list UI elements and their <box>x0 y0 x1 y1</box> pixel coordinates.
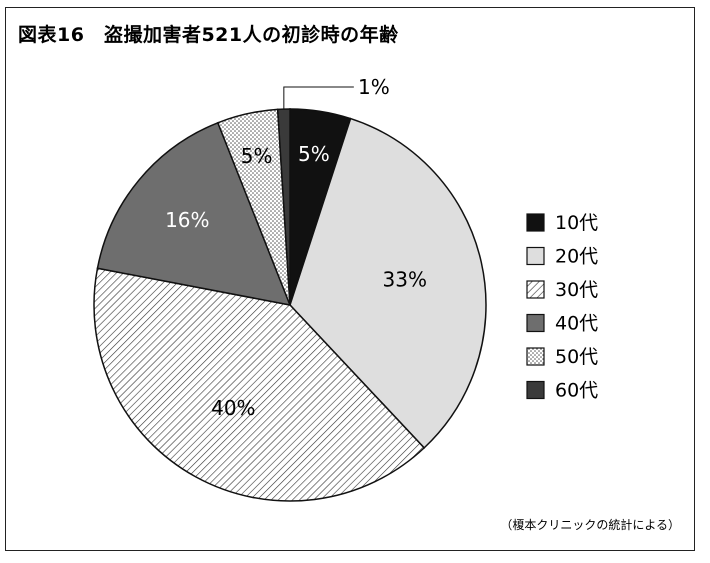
pie-slice-30 <box>93 267 426 502</box>
slice-label-30: 40% <box>211 396 255 420</box>
slice-label-60: 1% <box>358 75 390 99</box>
slice-label-10: 5% <box>298 142 330 166</box>
legend-swatch-30 <box>526 280 545 299</box>
legend-label-50: 50代 <box>555 346 598 368</box>
legend-swatch-40 <box>526 313 545 333</box>
leader-line-60 <box>283 86 354 110</box>
legend-label-30: 30代 <box>555 279 598 301</box>
slice-label-50: 5% <box>241 144 273 168</box>
pie-slice-40 <box>96 121 292 306</box>
chart-title: 図表16 盗撮加害者521人の初診時の年齢 <box>18 24 399 46</box>
slice-label-20: 33% <box>383 267 427 291</box>
pie-slice-60 <box>276 108 291 306</box>
source-note: （榎本クリニックの統計による） <box>500 518 680 532</box>
legend-label-10: 10代 <box>555 212 598 234</box>
legend-label-60: 60代 <box>555 380 598 402</box>
legend-label-20: 20代 <box>555 246 598 268</box>
pie-slice-20 <box>289 117 487 449</box>
legend-label-40: 40代 <box>555 313 598 335</box>
legend-swatch-50 <box>526 347 545 366</box>
slice-label-40: 16% <box>165 208 209 232</box>
legend-swatch-10 <box>526 213 545 232</box>
legend-swatch-60 <box>526 380 545 400</box>
legend-swatch-20 <box>526 246 545 266</box>
